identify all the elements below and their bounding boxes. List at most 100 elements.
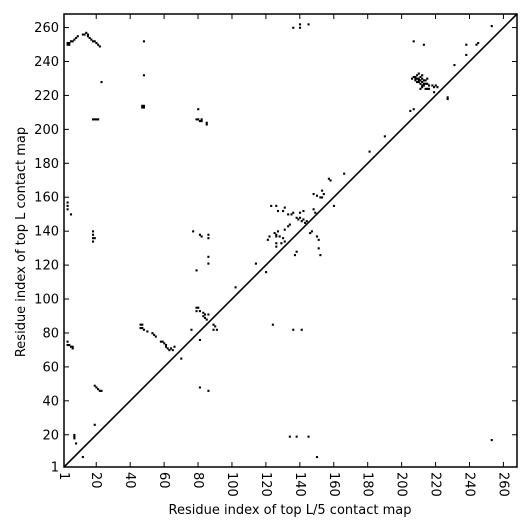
contact-point-upper (424, 82, 427, 85)
x-tick-label: 180 (360, 472, 375, 497)
contact-point-lower (66, 204, 69, 207)
contact-point-lower (69, 345, 73, 348)
contact-point-lower (159, 340, 162, 343)
contact-point-lower (317, 247, 320, 250)
contact-point-lower (310, 230, 313, 233)
x-tick-label: 80 (190, 472, 205, 489)
contact-point-upper (142, 74, 145, 77)
contact-point-lower (300, 328, 303, 331)
x-tick-label: 40 (122, 472, 137, 489)
contact-point-lower (276, 230, 280, 233)
contact-point-lower (100, 389, 103, 392)
contact-point-lower (271, 323, 274, 326)
contact-point-upper (422, 84, 425, 87)
x-tick-label: 200 (394, 472, 409, 497)
contact-point-lower (197, 306, 200, 309)
contact-point-upper (419, 87, 422, 90)
contact-point-lower (266, 238, 269, 241)
contact-point-upper (422, 82, 425, 85)
contact-point-lower (73, 433, 76, 437)
x-tick-label: 240 (461, 472, 476, 497)
contact-point-lower (81, 455, 84, 459)
contact-point-lower (275, 242, 278, 245)
contact-point-upper (98, 45, 101, 48)
contact-point-upper (298, 211, 302, 214)
x-tick-label: 220 (428, 472, 443, 497)
x-axis: 1 20 40 60 80 100 120 140 160 180 200 220 240 260 (56, 14, 510, 497)
contact-point-lower (297, 218, 300, 221)
contact-point-lower (312, 208, 315, 211)
contact-point-lower (234, 286, 237, 289)
contact-point-upper (421, 77, 424, 80)
contact-point-lower (66, 340, 69, 343)
contact-point-lower (275, 233, 278, 236)
contact-point-upper (343, 172, 346, 175)
contact-point-lower (278, 235, 281, 238)
contact-point-lower (207, 262, 210, 265)
y-tick-label: 1 (51, 461, 59, 476)
y-tick-label: 160 (34, 191, 59, 206)
contact-point-upper (142, 106, 145, 109)
contact-point-lower (139, 327, 142, 330)
contact-point-lower (300, 220, 303, 223)
contact-point-lower (295, 435, 298, 438)
contact-point-lower (203, 313, 207, 316)
contact-point-lower (305, 220, 308, 223)
contact-point-lower (190, 328, 193, 331)
contact-point-lower (73, 437, 76, 440)
contact-point-lower (265, 271, 268, 274)
contact-point-lower (153, 333, 156, 336)
contact-point-upper (446, 96, 449, 99)
contact-point-upper (86, 35, 89, 38)
contact-point-lower (151, 332, 154, 335)
y-tick-label: 60 (42, 360, 59, 375)
contact-point-upper (298, 23, 302, 26)
contact-point-upper (205, 123, 208, 126)
y-tick-label: 100 (34, 293, 59, 308)
contact-point-lower (288, 223, 291, 226)
contact-point-upper (83, 33, 86, 36)
contact-point-upper (414, 75, 417, 79)
contact-point-upper (93, 40, 96, 43)
contact-point-upper (424, 79, 427, 82)
contact-point-upper (417, 77, 420, 80)
contact-point-upper (197, 108, 200, 111)
contact-point-lower (275, 235, 278, 238)
contact-point-upper (327, 177, 330, 180)
contact-point-lower (195, 310, 198, 313)
contact-point-lower (141, 323, 144, 326)
contact-point-lower (283, 228, 286, 231)
contact-point-upper (73, 38, 76, 41)
contact-point-upper (433, 91, 436, 94)
contact-point-upper (197, 118, 200, 121)
contact-point-lower (212, 328, 215, 331)
contact-point-upper (421, 86, 424, 89)
contact-point-upper (91, 118, 95, 121)
contact-point-upper (85, 31, 88, 34)
contact-point-lower (71, 347, 74, 350)
diagonal-line (63, 13, 518, 468)
contact-point-lower (66, 201, 69, 204)
contact-point-upper (282, 209, 285, 213)
contact-point-upper (421, 84, 424, 87)
y-tick-label: 140 (34, 225, 59, 240)
contact-point-upper (426, 87, 429, 90)
contact-point-lower (68, 343, 71, 347)
contact-point-upper (453, 64, 456, 67)
contact-point-upper (424, 87, 427, 90)
y-tick-label: 200 (34, 123, 59, 138)
contact-point-lower (298, 216, 302, 219)
contact-point-upper (419, 75, 422, 79)
contact-point-lower (141, 327, 144, 330)
contact-point-lower (93, 237, 96, 240)
y-tick-label: 40 (42, 394, 59, 409)
contact-point-upper (426, 77, 429, 80)
contact-point-upper (465, 43, 468, 46)
contact-point-lower (273, 232, 276, 235)
contact-point-lower (71, 345, 74, 348)
contact-point-upper (200, 120, 203, 123)
contact-point-upper (142, 40, 145, 43)
contact-point-lower (282, 237, 285, 240)
contact-point-lower (307, 435, 310, 438)
